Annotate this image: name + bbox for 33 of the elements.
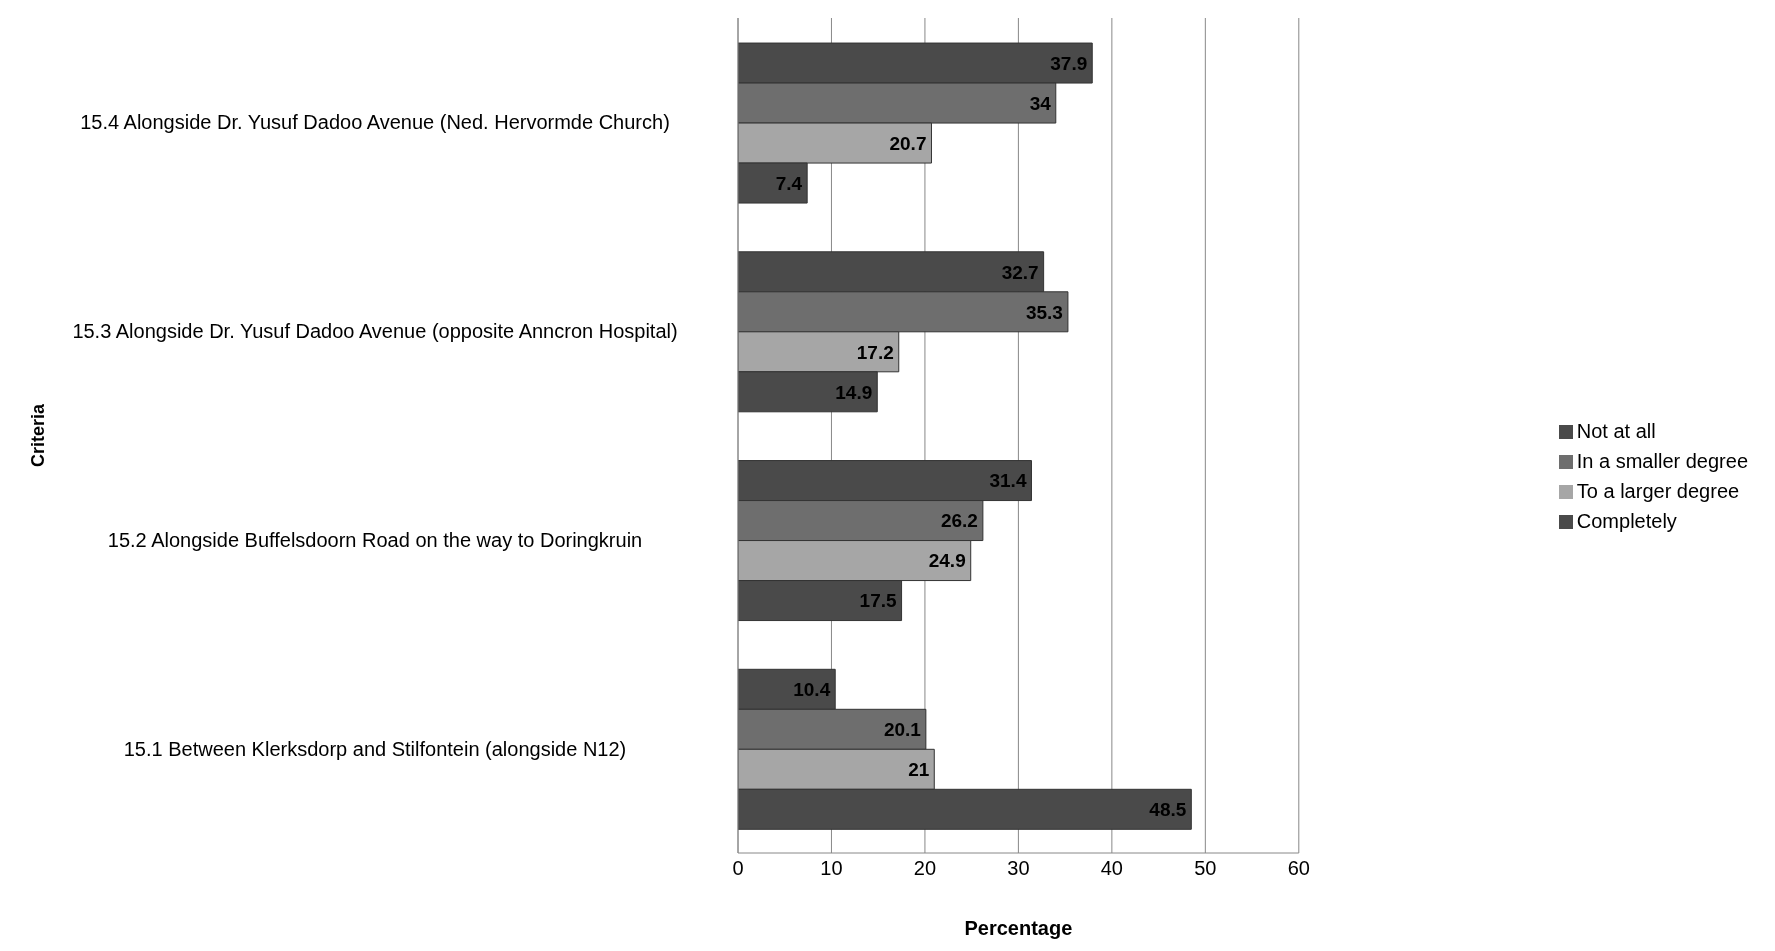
x-axis-title: Percentage	[964, 917, 1073, 939]
data-label: 24.9	[928, 550, 966, 572]
legend-label: Not at all	[1576, 419, 1656, 442]
x-tick-label: 10	[820, 857, 843, 880]
y-tick-label: 15.1 Between Klerksdorp and Stilfontein (alongside N12)	[123, 737, 627, 760]
x-tick-label: 0	[732, 857, 744, 880]
data-label: 14.9	[835, 381, 873, 403]
x-tick-label: 40	[1100, 857, 1123, 880]
data-label: 10.4	[793, 679, 831, 701]
data-label: 20.1	[883, 719, 922, 741]
data-label: 37.9	[1050, 52, 1088, 74]
data-label: 35.3	[1025, 301, 1063, 323]
legend-label: In a smaller degree	[1576, 449, 1748, 472]
y-tick-label: 15.3 Alongside Dr. Yusuf Dadoo Avenue (opposite Anncron Hospital)	[72, 320, 678, 343]
data-label: 20.7	[889, 132, 927, 154]
x-tick-label: 60	[1287, 857, 1310, 880]
data-label: 21	[908, 759, 930, 781]
data-label: 34	[1029, 92, 1052, 114]
data-label: 17.5	[859, 590, 897, 612]
y-axis-title: Criteria	[28, 403, 49, 468]
data-label: 26.2	[940, 510, 978, 532]
y-tick-label: 15.4 Alongside Dr. Yusuf Dadoo Avenue (Ned. Hervormde Church)	[80, 111, 670, 134]
x-tick-label: 20	[913, 857, 937, 880]
data-label: 17.2	[856, 341, 894, 363]
data-label: 32.7	[1001, 261, 1039, 283]
x-tick-label: 30	[1007, 857, 1030, 880]
x-tick-label: 50	[1194, 857, 1217, 880]
data-label: 48.5	[1149, 799, 1187, 821]
legend-label: To a larger degree	[1576, 479, 1740, 502]
legend-label: Completely	[1576, 509, 1677, 532]
y-tick-label: 15.2 Alongside Buffelsdoorn Road on the way to Doringkruin	[107, 528, 643, 551]
data-label: 7.4	[775, 172, 803, 194]
data-label: 31.4	[989, 470, 1027, 492]
